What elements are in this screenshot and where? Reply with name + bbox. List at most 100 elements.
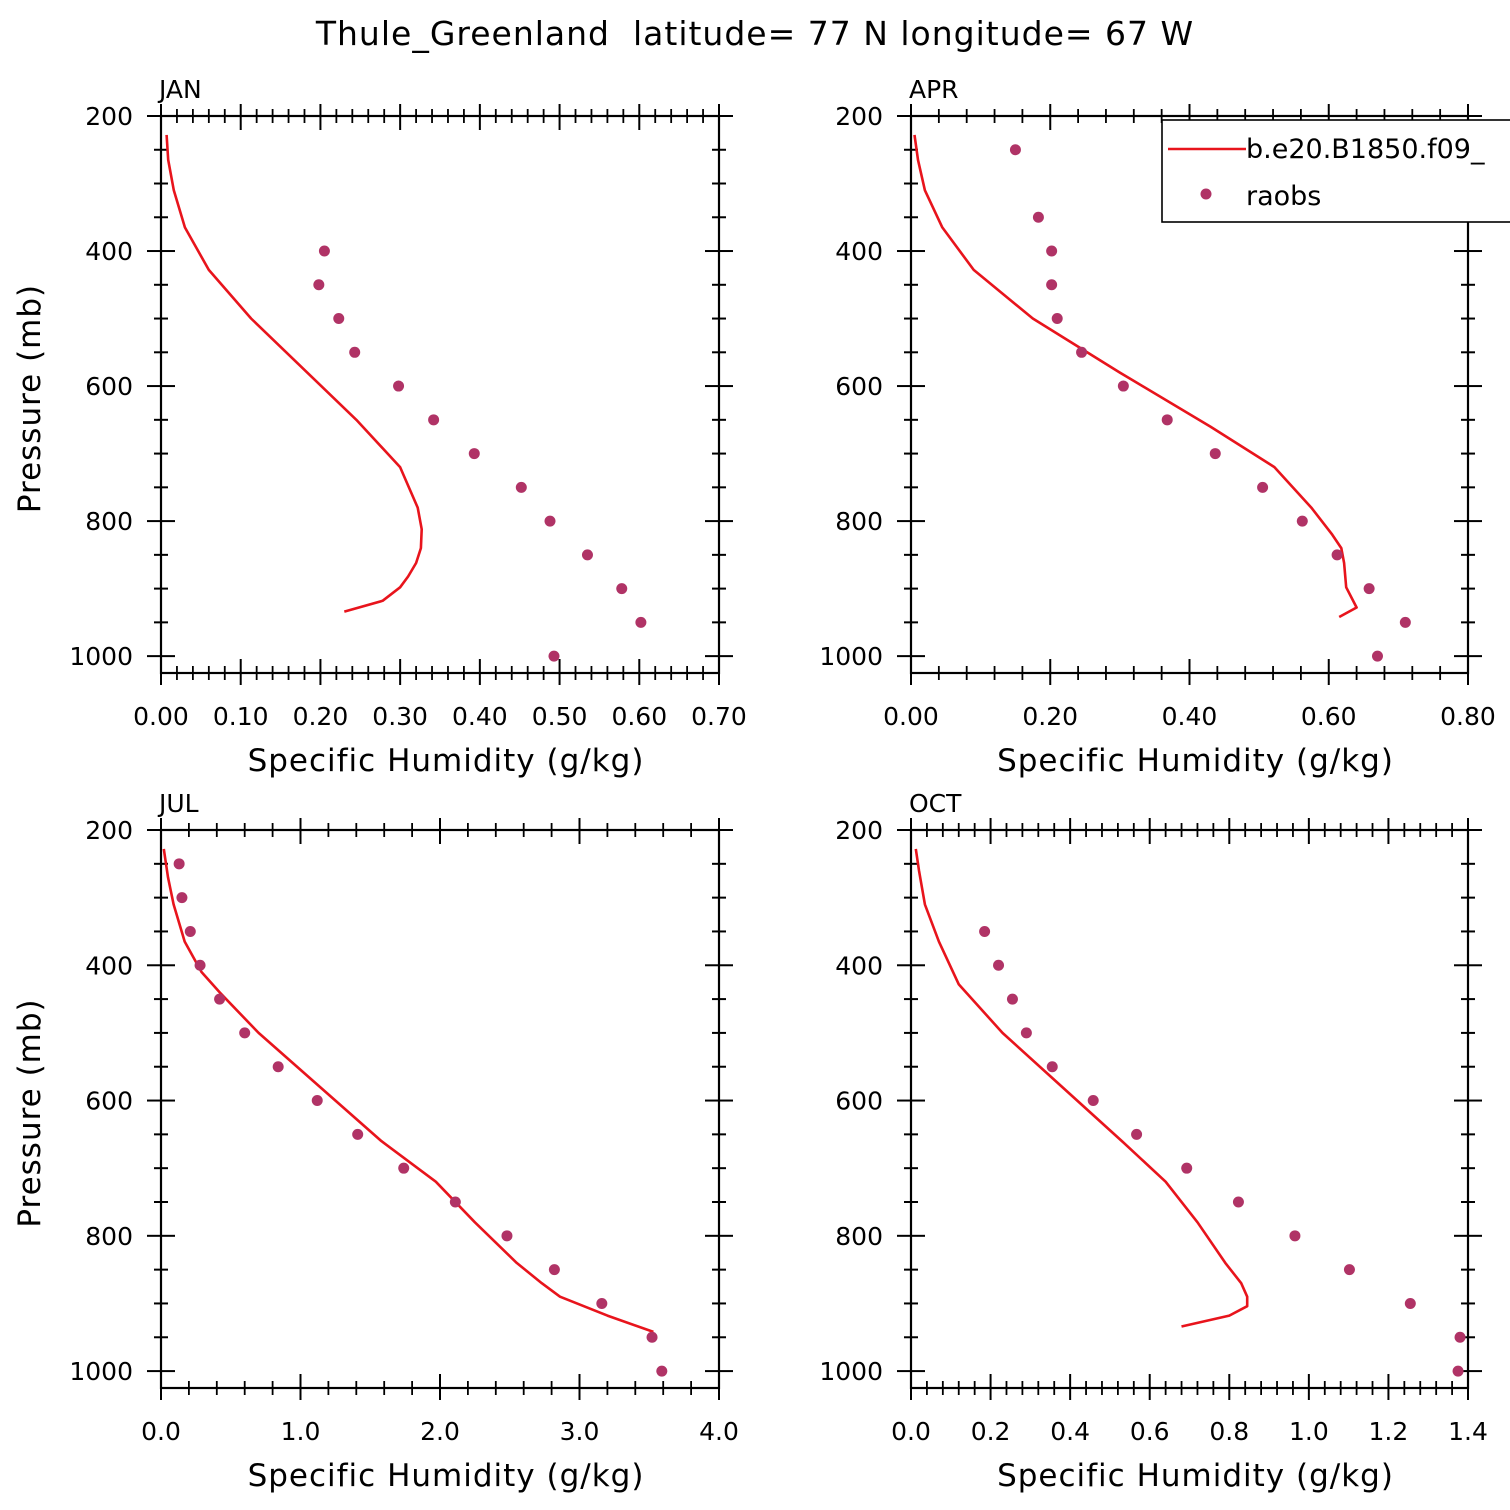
y-tick-label: 200 bbox=[85, 816, 133, 845]
x-axis-title: Specific Humidity (g/kg) bbox=[248, 1458, 645, 1494]
x-tick-label: 3.0 bbox=[560, 1417, 600, 1446]
raobs-point bbox=[1131, 1128, 1143, 1140]
x-tick-label: 0.10 bbox=[213, 702, 269, 731]
y-tick-label: 1000 bbox=[819, 642, 883, 671]
raobs-point bbox=[311, 1095, 323, 1107]
raobs-point bbox=[1051, 313, 1063, 325]
y-tick-label: 600 bbox=[85, 1087, 133, 1116]
x-axis-title: Specific Humidity (g/kg) bbox=[997, 1458, 1394, 1494]
raobs-point bbox=[1046, 279, 1058, 291]
raobs-point bbox=[1363, 583, 1375, 595]
raobs-point bbox=[272, 1061, 284, 1073]
raobs-point bbox=[1087, 1095, 1099, 1107]
panel-apr: APR 0.00 0.20 0.40 0.60 0.80 200 400 600 800 1000 S… bbox=[819, 75, 1495, 779]
legend-label-model: b.e20.B1850.f09_ bbox=[1246, 134, 1485, 165]
raobs-point bbox=[616, 583, 628, 595]
raobs-point bbox=[646, 1331, 658, 1343]
raobs-point bbox=[449, 1196, 461, 1208]
panel-label: JUL bbox=[157, 789, 199, 818]
x-tick-label: 0.0 bbox=[141, 1417, 181, 1446]
x-tick-label: 4.0 bbox=[699, 1417, 739, 1446]
raobs-point bbox=[176, 892, 188, 904]
raobs-point bbox=[349, 346, 361, 358]
y-tick-label: 800 bbox=[835, 507, 883, 536]
x-tick-label: 0.6 bbox=[1130, 1417, 1170, 1446]
raobs-point bbox=[1454, 1331, 1466, 1343]
raobs-point bbox=[581, 549, 593, 561]
y-tick-label: 600 bbox=[835, 1087, 883, 1116]
y-tick-label: 400 bbox=[835, 237, 883, 266]
y-tick-label: 800 bbox=[835, 1222, 883, 1251]
y-tick-label: 400 bbox=[835, 951, 883, 980]
raobs-point bbox=[313, 279, 325, 291]
x-tick-label: 0.40 bbox=[1162, 702, 1218, 731]
raobs-point bbox=[548, 650, 560, 662]
x-tick-label: 0.60 bbox=[1301, 702, 1357, 731]
raobs-point bbox=[515, 481, 527, 493]
raobs-point bbox=[184, 925, 196, 937]
x-tick-label: 1.0 bbox=[1289, 1417, 1329, 1446]
x-tick-label: 0.2 bbox=[971, 1417, 1011, 1446]
raobs-point bbox=[1399, 616, 1411, 628]
y-tick-label: 600 bbox=[85, 372, 133, 401]
raobs-point bbox=[1331, 549, 1343, 561]
raobs-point bbox=[993, 959, 1005, 971]
raobs-point bbox=[352, 1128, 364, 1140]
legend-box bbox=[1161, 119, 1510, 223]
raobs-point bbox=[468, 448, 480, 460]
panel-jan: JAN 0.00 0.10 0.20 0.30 0.40 0.50 0.60 0.70 200 40… bbox=[12, 75, 747, 779]
x-tick-label: 0.8 bbox=[1209, 1417, 1249, 1446]
legend-label-raobs: raobs bbox=[1246, 181, 1321, 212]
raobs-point bbox=[1452, 1365, 1464, 1377]
raobs-point bbox=[1181, 1162, 1193, 1174]
panel-label: JAN bbox=[157, 75, 202, 104]
y-tick-label: 400 bbox=[85, 951, 133, 980]
y-tick-label: 400 bbox=[85, 237, 133, 266]
raobs-point bbox=[1076, 346, 1088, 358]
raobs-point bbox=[428, 414, 440, 426]
y-tick-label: 800 bbox=[85, 507, 133, 536]
x-tick-label: 0.50 bbox=[532, 702, 588, 731]
raobs-point bbox=[548, 1264, 560, 1276]
y-tick-label: 1000 bbox=[69, 1357, 133, 1386]
x-tick-label: 0.20 bbox=[293, 702, 349, 731]
x-tick-label: 0.30 bbox=[372, 702, 428, 731]
raobs-point bbox=[214, 993, 226, 1005]
x-axis-title: Specific Humidity (g/kg) bbox=[997, 743, 1394, 779]
raobs-point bbox=[656, 1365, 668, 1377]
raobs-point bbox=[393, 380, 405, 392]
y-axis-title: Pressure (mb) bbox=[12, 284, 48, 513]
panel-oct: OCT 0.0 0.2 0.4 0.6 0.8 1.0 1.2 1.4 200 400 600 800 1… bbox=[819, 789, 1488, 1494]
y-axis-title: Pressure (mb) bbox=[12, 998, 48, 1227]
x-axis-title: Specific Humidity (g/kg) bbox=[248, 743, 645, 779]
x-tick-label: 1.4 bbox=[1448, 1417, 1488, 1446]
raobs-point bbox=[1404, 1297, 1416, 1309]
model-series-line bbox=[913, 134, 1358, 619]
raobs-point bbox=[1046, 245, 1058, 257]
raobs-point bbox=[635, 616, 647, 628]
x-tick-label: 1.2 bbox=[1369, 1417, 1409, 1446]
raobs-point bbox=[1209, 448, 1221, 460]
panel-label: APR bbox=[909, 75, 959, 104]
panel-label: OCT bbox=[909, 789, 962, 818]
x-tick-label: 0.00 bbox=[133, 702, 189, 731]
x-tick-label: 0.20 bbox=[1022, 702, 1078, 731]
raobs-point bbox=[1020, 1027, 1032, 1039]
raobs-point bbox=[1289, 1230, 1301, 1242]
raobs-point bbox=[1343, 1264, 1355, 1276]
raobs-point bbox=[979, 925, 991, 937]
y-tick-label: 200 bbox=[835, 102, 883, 131]
figure-title: Thule_Greenland latitude= 77 N longitude… bbox=[315, 14, 1194, 53]
raobs-point bbox=[1296, 515, 1308, 527]
plot-frame bbox=[909, 828, 1470, 1390]
raobs-point bbox=[1232, 1196, 1244, 1208]
y-tick-label: 800 bbox=[85, 1222, 133, 1251]
model-series-line bbox=[914, 848, 1249, 1328]
x-tick-label: 0.00 bbox=[883, 702, 939, 731]
panel-jul: JUL 0.0 1.0 2.0 3.0 4.0 200 400 600 800 1000 Specif… bbox=[12, 789, 739, 1494]
raobs-point bbox=[1009, 144, 1021, 156]
x-tick-label: 0.70 bbox=[691, 702, 747, 731]
x-tick-label: 0.4 bbox=[1050, 1417, 1090, 1446]
model-series-line bbox=[162, 848, 654, 1334]
x-tick-label: 1.0 bbox=[281, 1417, 321, 1446]
